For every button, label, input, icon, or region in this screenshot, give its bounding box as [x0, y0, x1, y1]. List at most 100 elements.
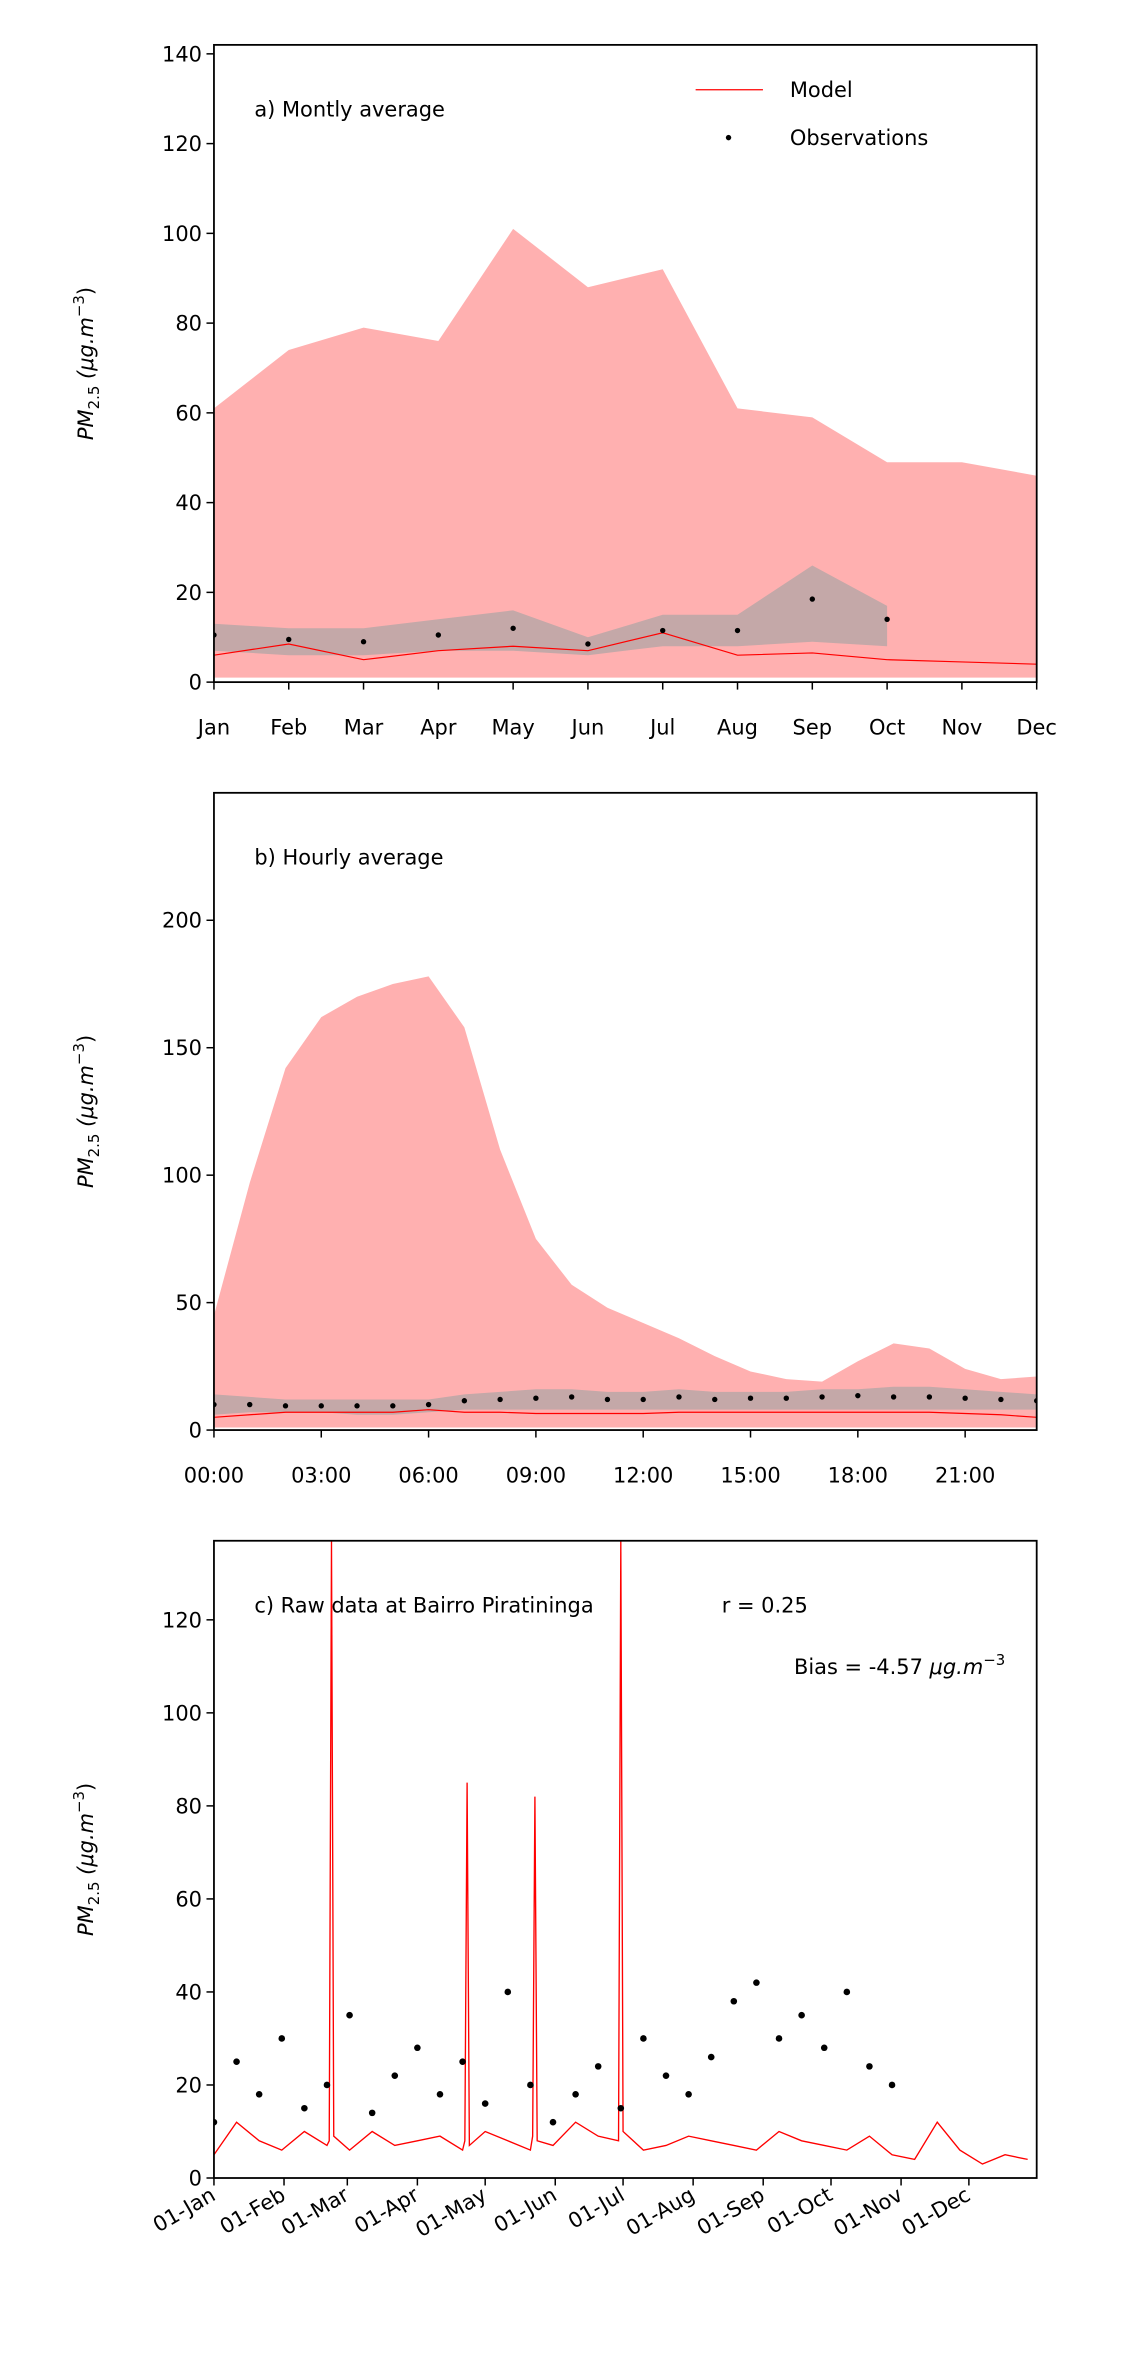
observation-dot [323, 2081, 331, 2089]
observation-dot [783, 1395, 789, 1401]
y-tick-label: 20 [175, 581, 202, 605]
x-tick-label: 21:00 [935, 1463, 995, 1487]
plot-area [213, 228, 1037, 678]
observation-dot [775, 2035, 783, 2042]
y-tick-label: 80 [175, 1794, 202, 1818]
x-tick-label: Feb [270, 715, 307, 739]
y-axis-label-part: (μg.m [74, 1813, 98, 1882]
y-tick-label: 100 [162, 1164, 202, 1188]
x-tick-label: 03:00 [291, 1463, 351, 1487]
y-axis-label-part: ) [74, 1035, 98, 1043]
bias-part: μg.m [929, 1655, 984, 1679]
observation-dot [819, 1394, 825, 1400]
observation-dot [247, 1401, 253, 1408]
plot-area [213, 976, 1037, 1428]
panel-title: a) Montly average [254, 98, 445, 122]
observation-dot [820, 2044, 828, 2052]
observation-dot [926, 1394, 933, 1400]
x-tick-label: 18:00 [828, 1463, 888, 1487]
observation-dot [660, 627, 666, 634]
y-axis-label-part: (μg.m [74, 1065, 98, 1134]
x-tick-label: 01-Apr [350, 2182, 423, 2238]
y-tick-label: 100 [162, 1701, 202, 1725]
x-tick-label: Jan [196, 715, 230, 739]
plot-area [213, 1540, 1028, 2165]
observation-dot [282, 1403, 289, 1409]
observation-dot [233, 2058, 240, 2066]
axes-frame [213, 43, 1038, 684]
observation-dot [730, 1997, 738, 2005]
observation-dot [346, 2011, 353, 2019]
y-tick-label: 60 [175, 1887, 202, 1911]
observation-dot [497, 1396, 503, 1403]
observation-dot [549, 2118, 557, 2126]
y-tick-label: 60 [175, 401, 202, 425]
y-axis-label: PM2.5 (μg.m−3) [70, 287, 103, 440]
x-tick-label: Sep [793, 715, 832, 739]
bias-part: Bias = -4.57 [794, 1655, 930, 1679]
y-tick-label: 100 [162, 222, 202, 246]
panel: 0 20 40 60 80 100 120 140 Jan Feb Mar Apr May Jun Jul A… [70, 42, 1057, 739]
panel-title: b) Hourly average [254, 846, 443, 870]
y-axis-label: PM2.5 (μg.m−3) [70, 1035, 103, 1188]
observation-dot [459, 2058, 466, 2066]
x-tick-label: 01-Aug [622, 2182, 699, 2240]
panel: 02040608010012001-Jan01-Feb01-Mar01-Apr0… [70, 1539, 1038, 2242]
y-tick-label: 0 [189, 1419, 202, 1443]
x-tick-label: 01-Dec [898, 2182, 975, 2240]
observation-dot [712, 1396, 718, 1403]
observation-dot [866, 2063, 873, 2070]
bias-annotation: Bias = -4.57 μg.m−3 [794, 1651, 1005, 1679]
y-axis-label-part: ) [74, 1783, 98, 1791]
observation-dot [510, 625, 516, 631]
x-tick-label: 01-Sep [693, 2182, 769, 2240]
x-tick-label: 09:00 [506, 1463, 566, 1487]
x-tick-label: 01-Feb [216, 2182, 290, 2238]
x-tick-label: 01-Nov [830, 2182, 907, 2240]
observation-dot [425, 1401, 432, 1408]
observation-dot [504, 1988, 512, 1996]
observation-dot [435, 632, 442, 638]
y-tick-label: 120 [162, 1608, 202, 1632]
observation-dot [594, 2063, 602, 2070]
x-tick-label: 01-Jun [490, 2182, 561, 2237]
band [213, 228, 1037, 678]
observation-dot [617, 2104, 625, 2112]
observation-dot [390, 1403, 396, 1409]
y-tick-label: 150 [162, 1036, 202, 1060]
observation-dot [604, 1396, 611, 1403]
y-axis-label: PM2.5 (μg.m−3) [70, 1783, 103, 1936]
y-tick-label: 0 [189, 2166, 202, 2190]
observation-dot [461, 1398, 468, 1404]
y-axis-label-part: ) [74, 287, 98, 295]
x-tick-label: Jun [570, 715, 605, 739]
y-axis-label-part: PM [74, 409, 98, 440]
y-tick-label: 140 [162, 42, 202, 66]
observation-dot [585, 641, 591, 647]
observation-dot [798, 2011, 805, 2019]
x-tick-label: 00:00 [184, 1463, 244, 1487]
x-tick-label: Apr [420, 715, 457, 739]
x-tick-label: 15:00 [720, 1463, 780, 1487]
y-axis-label-part: 2.5 [85, 386, 103, 410]
observation-dot [436, 2090, 444, 2098]
x-tick-label: 01-Mar [277, 2182, 353, 2240]
observation-dot [391, 2072, 399, 2079]
x-tick-label: 01-Oct [763, 2182, 836, 2238]
observation-dot [278, 2035, 286, 2042]
observation-dot [884, 616, 890, 622]
model-line [213, 632, 1037, 665]
y-axis-label-part: (μg.m [74, 317, 98, 386]
y-axis-label-part: 2.5 [85, 1882, 103, 1906]
legend-label: Model [790, 78, 853, 102]
observation-dot [843, 1988, 851, 1996]
observation-dot [360, 639, 367, 645]
y-tick-label: 0 [189, 671, 202, 695]
legend-dot [725, 134, 732, 141]
y-axis-label-part: 2.5 [85, 1134, 103, 1158]
panel-title: c) Raw data at Bairro Piratininga [254, 1594, 593, 1618]
observation-dot [318, 1403, 324, 1409]
observation-dot [888, 2081, 896, 2089]
